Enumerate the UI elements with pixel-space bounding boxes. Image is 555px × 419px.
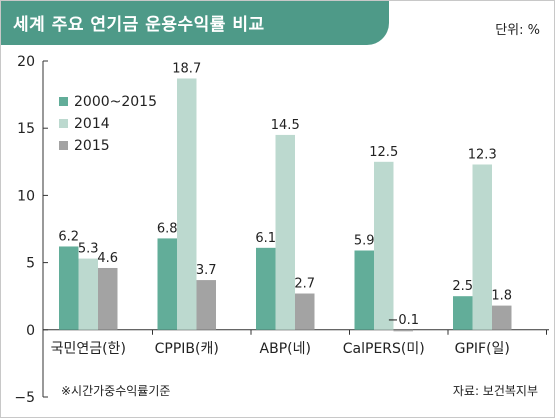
bar [196,280,216,330]
y-tick-label: 0 [26,323,35,339]
bar [374,161,394,330]
footnote: ※시간가중수익률기준 [61,384,171,398]
data-label: 12.5 [369,145,398,160]
y-tick-label: −5 [14,390,35,406]
data-label: 5.9 [354,234,375,249]
legend-label: 2014 [74,116,110,132]
legend-swatch [59,141,68,150]
data-label: 3.7 [196,263,217,278]
legend: 2000~2015 2014 2015 [59,94,157,154]
bar [295,293,315,330]
bar [453,296,473,330]
category-label: GPIF(일) [455,341,510,357]
data-label: 1.8 [491,289,512,304]
data-label: 18.7 [172,61,201,76]
bar [157,238,177,330]
data-label: −0.1 [387,313,419,328]
category-label: CalPERS(미) [343,341,425,357]
unit-label: 단위: % [495,23,540,38]
bar [354,250,374,330]
y-tick-label: 5 [26,256,35,272]
legend-label: 2000~2015 [74,94,157,110]
data-label: 12.3 [468,147,497,162]
bar [472,164,492,330]
y-tick-label: 10 [17,188,35,204]
bar-layer [59,78,512,332]
category-label: ABP(네) [260,341,311,357]
bar [78,258,98,330]
category-label: 국민연금(한) [51,341,126,357]
data-label: 2.5 [452,279,473,294]
y-tick-label: 15 [17,121,35,137]
data-label: 6.1 [255,231,276,246]
data-label: 6.2 [58,229,79,244]
data-label: 14.5 [271,118,300,133]
data-label: 5.3 [78,242,99,257]
bar [59,246,79,330]
bar [275,134,295,330]
bar [492,305,512,330]
label-layer: 6.25.34.6 국민연금(한) 6.8 18.7 3.7 CPPIB(캐) 6.1 14.… [51,61,513,356]
y-tick-label: 20 [17,54,35,70]
data-label: 6.8 [157,221,178,236]
legend-swatch [59,97,68,106]
bar [177,78,197,330]
legend-swatch [59,119,68,128]
legend-label: 2015 [74,138,110,154]
data-label: 2.7 [294,277,315,292]
category-label: CPPIB(캐) [155,341,219,357]
bar [98,267,118,330]
bar [393,329,413,332]
bar [256,247,276,330]
chart-title: 세계 주요 연기금 운용수익률 비교 [13,15,265,35]
source-note: 자료: 보건복지부 [452,384,538,398]
data-label: 4.6 [97,251,118,266]
title-banner: 세계 주요 연기금 운용수익률 비교 [1,1,389,45]
